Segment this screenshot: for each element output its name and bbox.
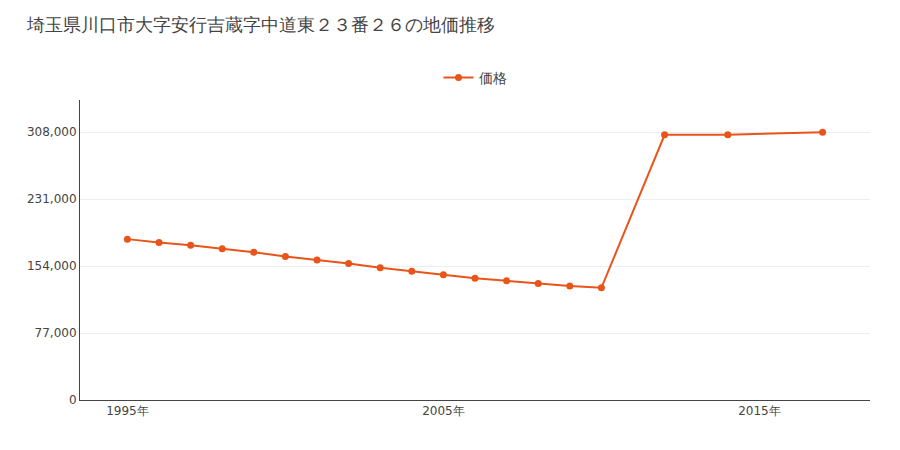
svg-text:231,000: 231,000 (27, 192, 77, 206)
svg-text:2015年: 2015年 (738, 404, 781, 418)
svg-text:0: 0 (69, 393, 77, 407)
svg-text:1995年: 1995年 (106, 404, 149, 418)
svg-text:2005年: 2005年 (422, 404, 465, 418)
svg-text:埼玉県川口市大字安行吉蔵字中道東２３番２６の地価推移: 埼玉県川口市大字安行吉蔵字中道東２３番２６の地価推移 (26, 14, 495, 35)
svg-text:154,000: 154,000 (27, 259, 77, 273)
svg-text:価格: 価格 (479, 70, 507, 86)
svg-text:308,000: 308,000 (27, 125, 77, 139)
svg-text:77,000: 77,000 (35, 326, 77, 340)
